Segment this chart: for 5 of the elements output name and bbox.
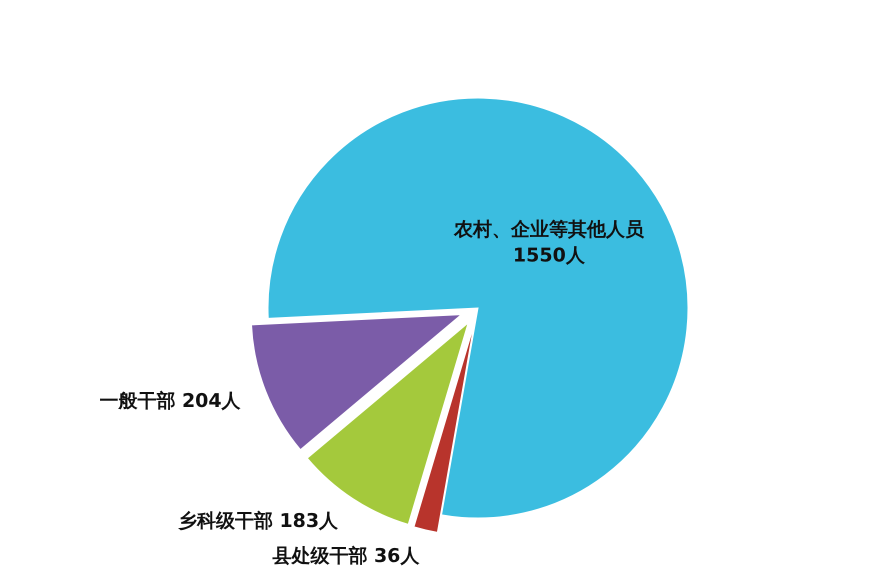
data-label: 1550人: [512, 244, 586, 266]
slice-label: 乡科级干部 183人: [178, 510, 340, 532]
slice-label: 一般干部 204人: [99, 390, 242, 412]
slice-label: 农村、企业等其他人员: [452, 218, 645, 240]
slice-label: 县处级干部 36人: [271, 545, 420, 568]
